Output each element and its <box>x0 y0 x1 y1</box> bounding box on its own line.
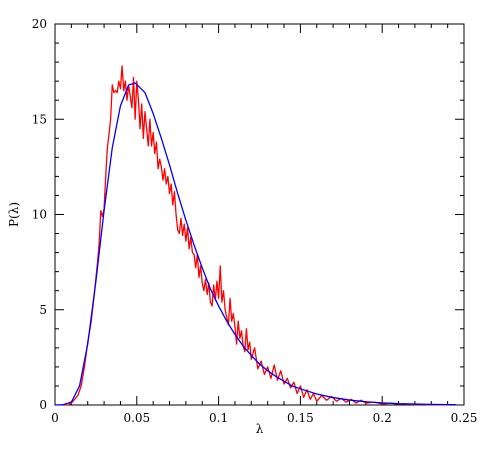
y-tick-label: 10 <box>32 208 47 222</box>
series-layer <box>54 65 456 406</box>
y-tick-label: 0 <box>39 398 47 412</box>
axis-ticks <box>54 23 465 406</box>
axis-tick-labels: 0 0.05 0.1 0.15 0.2 0.25 0 5 10 15 20 <box>32 17 478 425</box>
series-line-blue <box>54 82 456 406</box>
x-tick-label: 0.05 <box>123 411 150 425</box>
plot-area-border <box>54 23 465 406</box>
x-axis-title: λ <box>256 422 264 436</box>
series-line-red <box>63 65 456 406</box>
x-tick-label: 0 <box>51 411 59 425</box>
y-tick-label: 5 <box>39 303 47 317</box>
plot-frame <box>54 23 465 406</box>
y-axis-title: P(λ) <box>7 202 21 227</box>
x-tick-label: 0.1 <box>209 411 228 425</box>
x-tick-label: 0.25 <box>451 411 478 425</box>
x-tick-label: 0.2 <box>373 411 392 425</box>
y-tick-label: 20 <box>32 17 47 31</box>
y-tick-label: 15 <box>32 112 47 126</box>
x-tick-label: 0.15 <box>287 411 314 425</box>
